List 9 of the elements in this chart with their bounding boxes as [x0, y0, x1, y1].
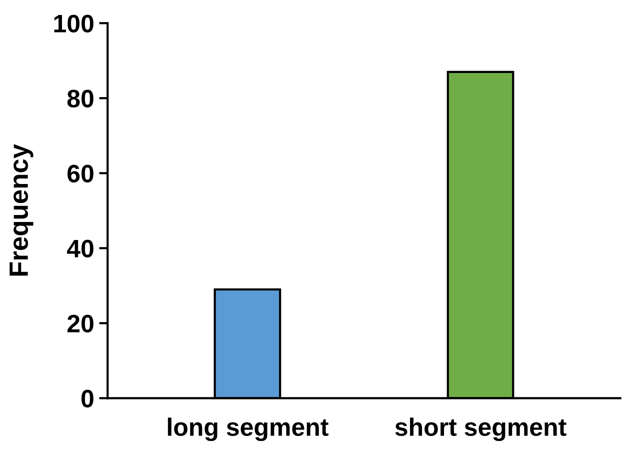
- y-tick-label: 80: [67, 90, 94, 108]
- x-tick-label: short segment: [395, 418, 566, 442]
- y-axis-title: Frequency: [10, 144, 34, 276]
- y-tick-label: 60: [68, 164, 94, 182]
- y-tick-label: 100: [54, 14, 94, 32]
- y-tick-label: 40: [66, 240, 94, 258]
- x-tick-label: long segment: [168, 418, 328, 442]
- y-tick-label: 20: [67, 314, 94, 332]
- y-tick-label: 0: [82, 390, 94, 408]
